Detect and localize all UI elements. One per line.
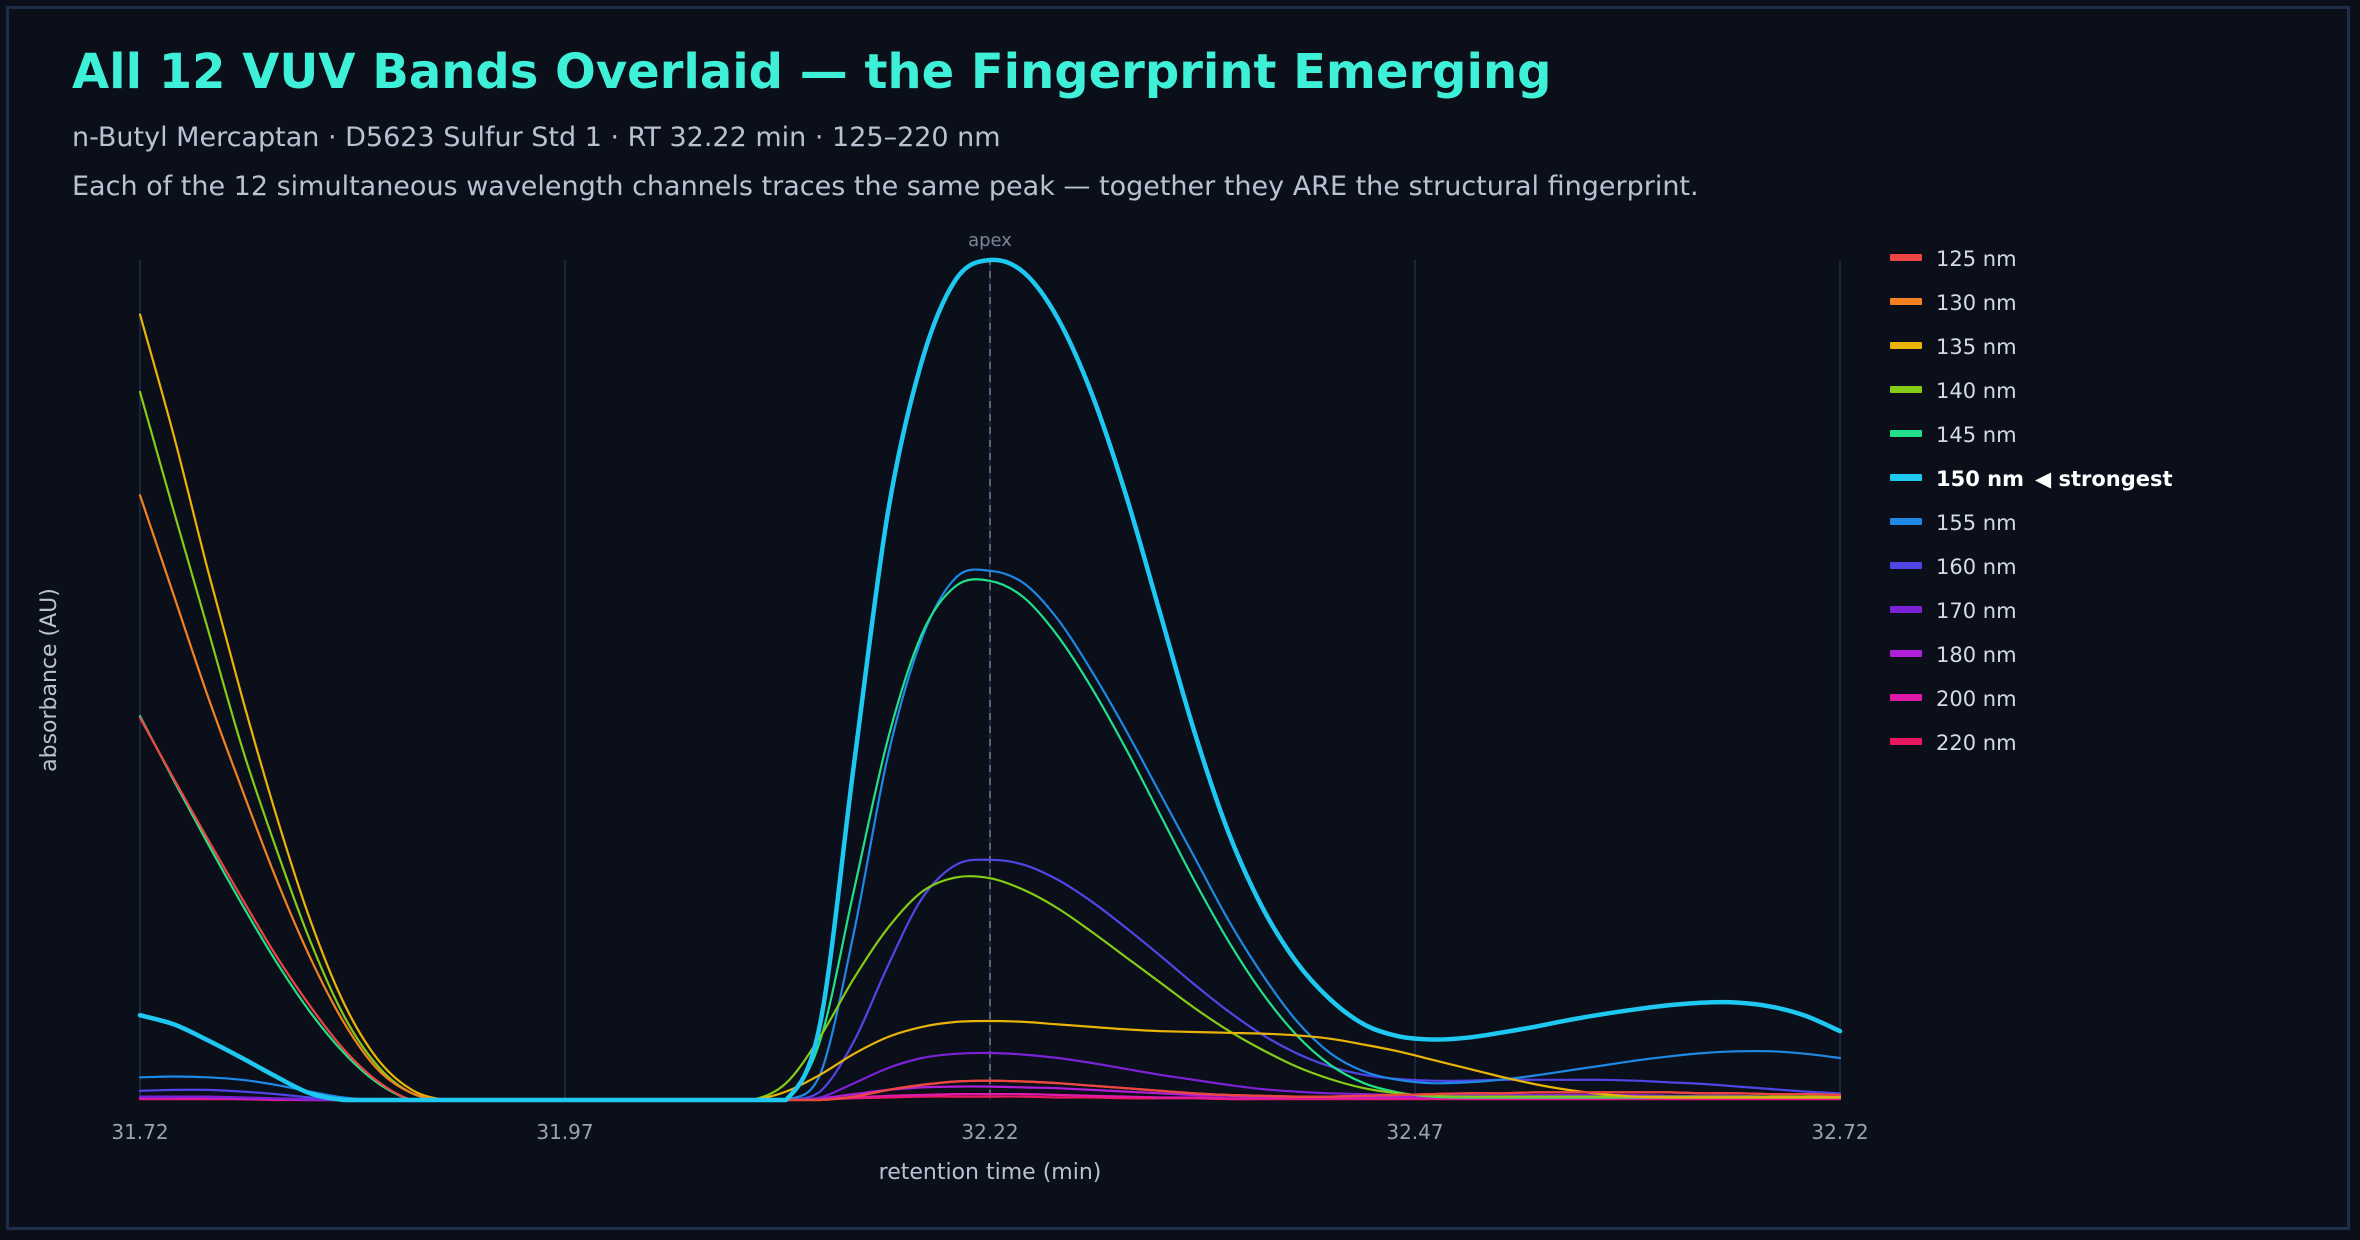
x-tick-label: 32.47 — [1386, 1120, 1443, 1144]
x-tick-label: 31.72 — [111, 1120, 168, 1144]
legend-label: 200 nm — [1936, 687, 2017, 711]
chart-subtitle: n-Butyl Mercaptan · D5623 Sulfur Std 1 ·… — [72, 122, 1001, 153]
chart-frame — [6, 6, 2350, 1230]
legend: 125 nm 130 nm 135 nm 140 nm 145 nm 150 nm ◀ st… — [1890, 247, 2173, 755]
legend-label: 130 nm — [1936, 291, 2017, 315]
legend-label: 220 nm — [1936, 731, 2017, 755]
x-axis-label: retention time (min) — [879, 1160, 1102, 1185]
series-layer — [137, 257, 1843, 1103]
legend-label: 180 nm — [1936, 643, 2017, 667]
chart-title: All 12 VUV Bands Overlaid — the Fingerpr… — [72, 44, 1552, 100]
series-line-140-nm — [138, 390, 1842, 1102]
legend-swatch — [1890, 386, 1922, 393]
strongest-callout: ◀ strongest — [2035, 467, 2173, 491]
x-tick-label: 32.22 — [961, 1120, 1018, 1144]
legend-swatch — [1890, 650, 1922, 657]
y-axis-label: absorbance (AU) — [37, 588, 62, 772]
chart-description: Each of the 12 simultaneous wavelength c… — [72, 171, 1699, 202]
x-axis-ticks: 31.72 31.97 32.22 32.47 32.72 — [111, 1120, 1868, 1144]
legend-swatch — [1890, 562, 1922, 569]
legend-label: 155 nm — [1936, 511, 2017, 535]
legend-label: 160 nm — [1936, 555, 2017, 579]
legend-swatch — [1890, 474, 1922, 481]
legend-label: 150 nm — [1936, 467, 2024, 491]
legend-swatch — [1890, 254, 1922, 261]
legend-label: 135 nm — [1936, 335, 2017, 359]
legend-label: 145 nm — [1936, 423, 2017, 447]
legend-swatch — [1890, 430, 1922, 437]
legend-swatch — [1890, 342, 1922, 349]
apex-label: apex — [968, 230, 1012, 251]
legend-swatch — [1890, 606, 1922, 613]
x-tick-label: 31.97 — [536, 1120, 593, 1144]
series-line-150-nm — [137, 257, 1843, 1103]
legend-label: 125 nm — [1936, 247, 2017, 271]
legend-label: 170 nm — [1936, 599, 2017, 623]
x-tick-label: 32.72 — [1811, 1120, 1868, 1144]
series-line-135-nm — [138, 313, 1842, 1102]
legend-swatch — [1890, 738, 1922, 745]
legend-label: 140 nm — [1936, 379, 2017, 403]
legend-swatch — [1890, 298, 1922, 305]
legend-swatch — [1890, 694, 1922, 701]
legend-swatch — [1890, 518, 1922, 525]
